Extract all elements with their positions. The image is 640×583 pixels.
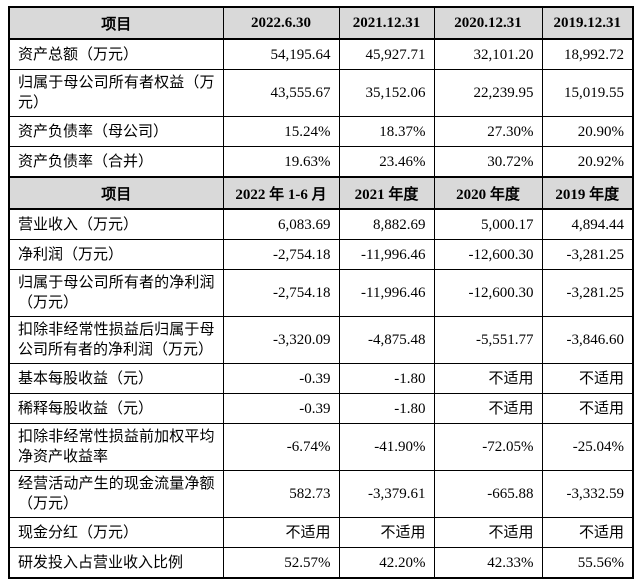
table-row: 扣除非经常性损益前加权平均净资产收益率 -6.74% -41.90% -72.05% -…	[8, 423, 634, 471]
table-row: 稀释每股收益（元） -0.39 -1.80 不适用 不适用	[8, 393, 634, 424]
table-row: 现金分红（万元） 不适用 不适用 不适用 不适用	[8, 517, 634, 548]
cell-value: 不适用	[541, 363, 634, 394]
table-row: 归属于母公司所有者权益（万元） 43,555.67 35,152.06 22,239.…	[8, 69, 634, 117]
cell-value: -3,332.59	[541, 470, 634, 518]
table-row: 净利润（万元） -2,754.18 -11,996.46 -12,600.30 -3,2…	[8, 239, 634, 270]
cell-value: 20.90%	[541, 116, 634, 147]
cell-value: -6.74%	[222, 423, 340, 471]
financial-table: 项目 2022.6.30 2021.12.31 2020.12.31 2019.12.3…	[8, 6, 634, 579]
row-label: 资产总额（万元）	[8, 38, 224, 70]
cell-value: 55.56%	[541, 547, 634, 579]
cell-value: 19.63%	[222, 146, 340, 178]
row-label: 经营活动产生的现金流量净额（万元）	[8, 470, 224, 518]
cell-value: -3,846.60	[541, 316, 634, 364]
cell-value: 不适用	[541, 517, 634, 548]
cell-value: 45,927.71	[338, 38, 435, 70]
row-label: 现金分红（万元）	[8, 517, 224, 548]
section-header-period: 2021.12.31	[338, 6, 435, 40]
cell-value: 27.30%	[433, 116, 543, 147]
cell-value: -5,551.77	[433, 316, 543, 364]
table-row: 营业收入（万元） 6,083.69 8,882.69 5,000.17 4,894.44	[8, 208, 634, 240]
section-header-row: 项目 2022.6.30 2021.12.31 2020.12.31 2019.12.3…	[8, 6, 634, 40]
row-label: 归属于母公司所有者的净利润（万元）	[8, 269, 224, 317]
cell-value: -0.39	[222, 363, 340, 394]
cell-value: 30.72%	[433, 146, 543, 178]
cell-value: 42.33%	[433, 547, 543, 579]
section-header-period: 2020 年度	[433, 176, 543, 210]
cell-value: 32,101.20	[433, 38, 543, 70]
cell-value: 4,894.44	[541, 208, 634, 240]
cell-value: 23.46%	[338, 146, 435, 178]
cell-value: -25.04%	[541, 423, 634, 471]
cell-value: 18,992.72	[541, 38, 634, 70]
cell-value: -3,281.25	[541, 269, 634, 317]
cell-value: -12,600.30	[433, 239, 543, 270]
cell-value: -4,875.48	[338, 316, 435, 364]
cell-value: 不适用	[433, 393, 543, 424]
cell-value: -3,281.25	[541, 239, 634, 270]
table-row: 资产负债率（合并） 19.63% 23.46% 30.72% 20.92%	[8, 146, 634, 178]
cell-value: 不适用	[541, 393, 634, 424]
row-label: 营业收入（万元）	[8, 208, 224, 240]
row-label: 资产负债率（母公司）	[8, 116, 224, 147]
table-row: 基本每股收益（元） -0.39 -1.80 不适用 不适用	[8, 363, 634, 394]
cell-value: 43,555.67	[222, 69, 340, 117]
table-row: 扣除非经常性损益后归属于母公司所有者的净利润（万元） -3,320.09 -4,87…	[8, 316, 634, 364]
table-row: 归属于母公司所有者的净利润（万元） -2,754.18 -11,996.46 -12,…	[8, 269, 634, 317]
row-label: 扣除非经常性损益前加权平均净资产收益率	[8, 423, 224, 471]
row-label: 归属于母公司所有者权益（万元）	[8, 69, 224, 117]
cell-value: 18.37%	[338, 116, 435, 147]
cell-value: 不适用	[433, 517, 543, 548]
cell-value: 6,083.69	[222, 208, 340, 240]
cell-value: 42.20%	[338, 547, 435, 579]
cell-value: -11,996.46	[338, 269, 435, 317]
cell-value: 5,000.17	[433, 208, 543, 240]
cell-value: -41.90%	[338, 423, 435, 471]
cell-value: -1.80	[338, 363, 435, 394]
cell-value: 22,239.95	[433, 69, 543, 117]
table-row: 资产负债率（母公司） 15.24% 18.37% 27.30% 20.90%	[8, 116, 634, 147]
cell-value: 35,152.06	[338, 69, 435, 117]
table-row: 资产总额（万元） 54,195.64 45,927.71 32,101.20 18,99…	[8, 38, 634, 70]
cell-value: 8,882.69	[338, 208, 435, 240]
section-header-period: 2020.12.31	[433, 6, 543, 40]
row-label: 稀释每股收益（元）	[8, 393, 224, 424]
cell-value: 52.57%	[222, 547, 340, 579]
section-header-item-label: 项目	[8, 176, 224, 210]
section-header-period: 2022.6.30	[222, 6, 340, 40]
cell-value: 15.24%	[222, 116, 340, 147]
row-label: 资产负债率（合并）	[8, 146, 224, 178]
table-row: 经营活动产生的现金流量净额（万元） 582.73 -3,379.61 -665.88-…	[8, 470, 634, 518]
section-header-period: 2022 年 1-6 月	[222, 176, 340, 210]
cell-value: 20.92%	[541, 146, 634, 178]
cell-value: -1.80	[338, 393, 435, 424]
cell-value: -12,600.30	[433, 269, 543, 317]
cell-value: -3,379.61	[338, 470, 435, 518]
row-label: 基本每股收益（元）	[8, 363, 224, 394]
cell-value: 不适用	[222, 517, 340, 548]
cell-value: -2,754.18	[222, 269, 340, 317]
row-label: 净利润（万元）	[8, 239, 224, 270]
cell-value: -2,754.18	[222, 239, 340, 270]
section-header-period: 2019 年度	[541, 176, 634, 210]
cell-value: -11,996.46	[338, 239, 435, 270]
table-row: 研发投入占营业收入比例 52.57% 42.20% 42.33% 55.56%	[8, 547, 634, 579]
cell-value: 582.73	[222, 470, 340, 518]
section-header-item-label: 项目	[8, 6, 224, 40]
cell-value: 不适用	[433, 363, 543, 394]
cell-value: -72.05%	[433, 423, 543, 471]
section-header-row: 项目 2022 年 1-6 月 2021 年度 2020 年度 2019 年度	[8, 176, 634, 210]
row-label: 扣除非经常性损益后归属于母公司所有者的净利润（万元）	[8, 316, 224, 364]
cell-value: -3,320.09	[222, 316, 340, 364]
section-header-period: 2021 年度	[338, 176, 435, 210]
cell-value: -0.39	[222, 393, 340, 424]
cell-value: 不适用	[338, 517, 435, 548]
section-header-period: 2019.12.31	[541, 6, 634, 40]
cell-value: 15,019.55	[541, 69, 634, 117]
cell-value: -665.88	[433, 470, 543, 518]
row-label: 研发投入占营业收入比例	[8, 547, 224, 579]
cell-value: 54,195.64	[222, 38, 340, 70]
